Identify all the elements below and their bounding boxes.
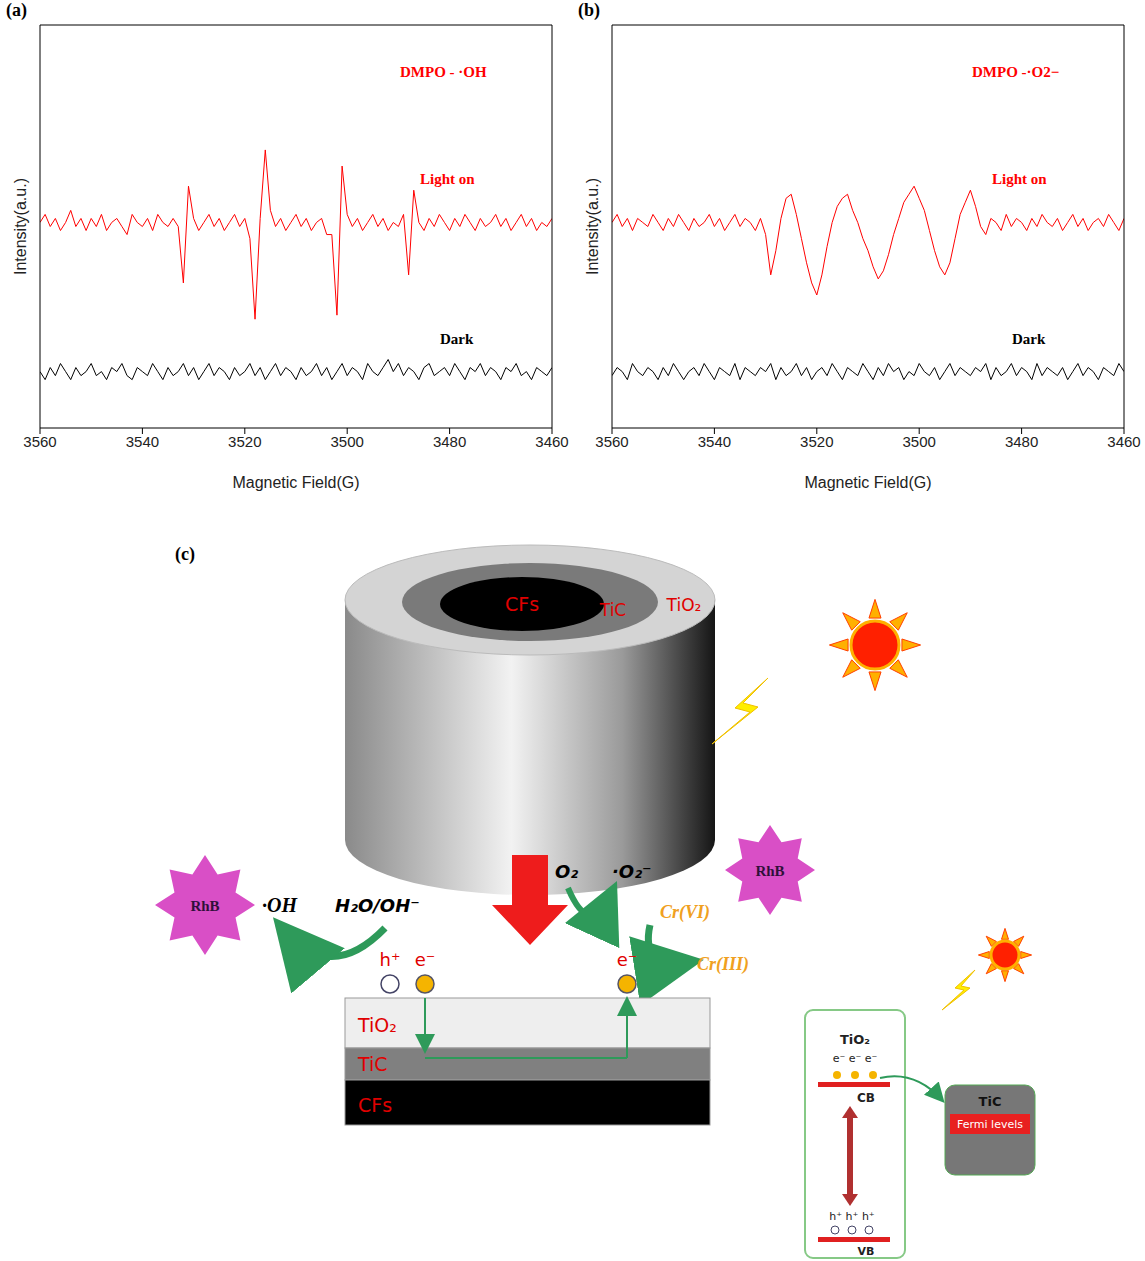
svg-text:RhB: RhB bbox=[190, 898, 219, 914]
svg-text:e⁻: e⁻ bbox=[415, 949, 436, 970]
svg-text:h⁺: h⁺ bbox=[380, 949, 401, 970]
svg-text:TiC: TiC bbox=[979, 1094, 1002, 1109]
svg-text:Fermi levels: Fermi levels bbox=[957, 1118, 1023, 1131]
svg-text:3560: 3560 bbox=[23, 433, 56, 450]
html-text:(b): (b) bbox=[578, 0, 600, 20]
svg-text:3460: 3460 bbox=[535, 433, 568, 450]
html-text:DMPO - ·OH: DMPO - ·OH bbox=[400, 64, 487, 80]
svg-text:3500: 3500 bbox=[331, 433, 364, 450]
svg-text:3560: 3560 bbox=[595, 433, 628, 450]
svg-text:Intensity(a.u.): Intensity(a.u.) bbox=[12, 178, 29, 275]
svg-text:TiO₂: TiO₂ bbox=[357, 1014, 397, 1036]
svg-text:(c): (c) bbox=[175, 544, 195, 565]
svg-text:3460: 3460 bbox=[1107, 433, 1140, 450]
svg-text:3480: 3480 bbox=[433, 433, 466, 450]
svg-text:·OH: ·OH bbox=[262, 894, 298, 916]
svg-text:O₂: O₂ bbox=[555, 861, 578, 882]
svg-text:VB: VB bbox=[858, 1245, 875, 1258]
svg-text:Cr(VI): Cr(VI) bbox=[660, 902, 710, 923]
svg-text:Magnetic Field(G): Magnetic Field(G) bbox=[804, 474, 931, 491]
svg-text:3540: 3540 bbox=[698, 433, 731, 450]
svg-text:3520: 3520 bbox=[228, 433, 261, 450]
svg-text:CB: CB bbox=[857, 1091, 875, 1105]
svg-text:3540: 3540 bbox=[126, 433, 159, 450]
svg-text:TiC: TiC bbox=[599, 600, 626, 620]
html-text:DMPO -·O2−: DMPO -·O2− bbox=[972, 64, 1060, 80]
html-text:Light on: Light on bbox=[420, 171, 475, 187]
html-text:Light on: Light on bbox=[992, 171, 1047, 187]
svg-text:Magnetic Field(G): Magnetic Field(G) bbox=[232, 474, 359, 491]
svg-text:H₂O/OH⁻: H₂O/OH⁻ bbox=[335, 895, 420, 916]
html-text:Dark: Dark bbox=[1012, 331, 1046, 347]
svg-text:3480: 3480 bbox=[1005, 433, 1038, 450]
svg-text:TiO₂: TiO₂ bbox=[840, 1032, 870, 1047]
svg-text:Intensity(a.u.): Intensity(a.u.) bbox=[584, 178, 601, 275]
svg-text:e⁻: e⁻ bbox=[617, 949, 638, 970]
html-text:(a): (a) bbox=[6, 0, 27, 20]
svg-text:TiC: TiC bbox=[357, 1053, 388, 1075]
svg-text:CFs: CFs bbox=[505, 593, 539, 615]
svg-text:TiO₂: TiO₂ bbox=[666, 595, 702, 615]
svg-text:RhB: RhB bbox=[755, 863, 784, 879]
svg-text:·O₂⁻: ·O₂⁻ bbox=[612, 861, 652, 882]
svg-text:e⁻ e⁻ e⁻: e⁻ e⁻ e⁻ bbox=[833, 1052, 878, 1065]
svg-text:CFs: CFs bbox=[358, 1094, 392, 1116]
svg-text:h⁺ h⁺ h⁺: h⁺ h⁺ h⁺ bbox=[829, 1210, 875, 1223]
svg-text:Cr(III): Cr(III) bbox=[697, 954, 749, 975]
html-text:Dark: Dark bbox=[440, 331, 474, 347]
svg-text:3500: 3500 bbox=[903, 433, 936, 450]
svg-text:3520: 3520 bbox=[800, 433, 833, 450]
